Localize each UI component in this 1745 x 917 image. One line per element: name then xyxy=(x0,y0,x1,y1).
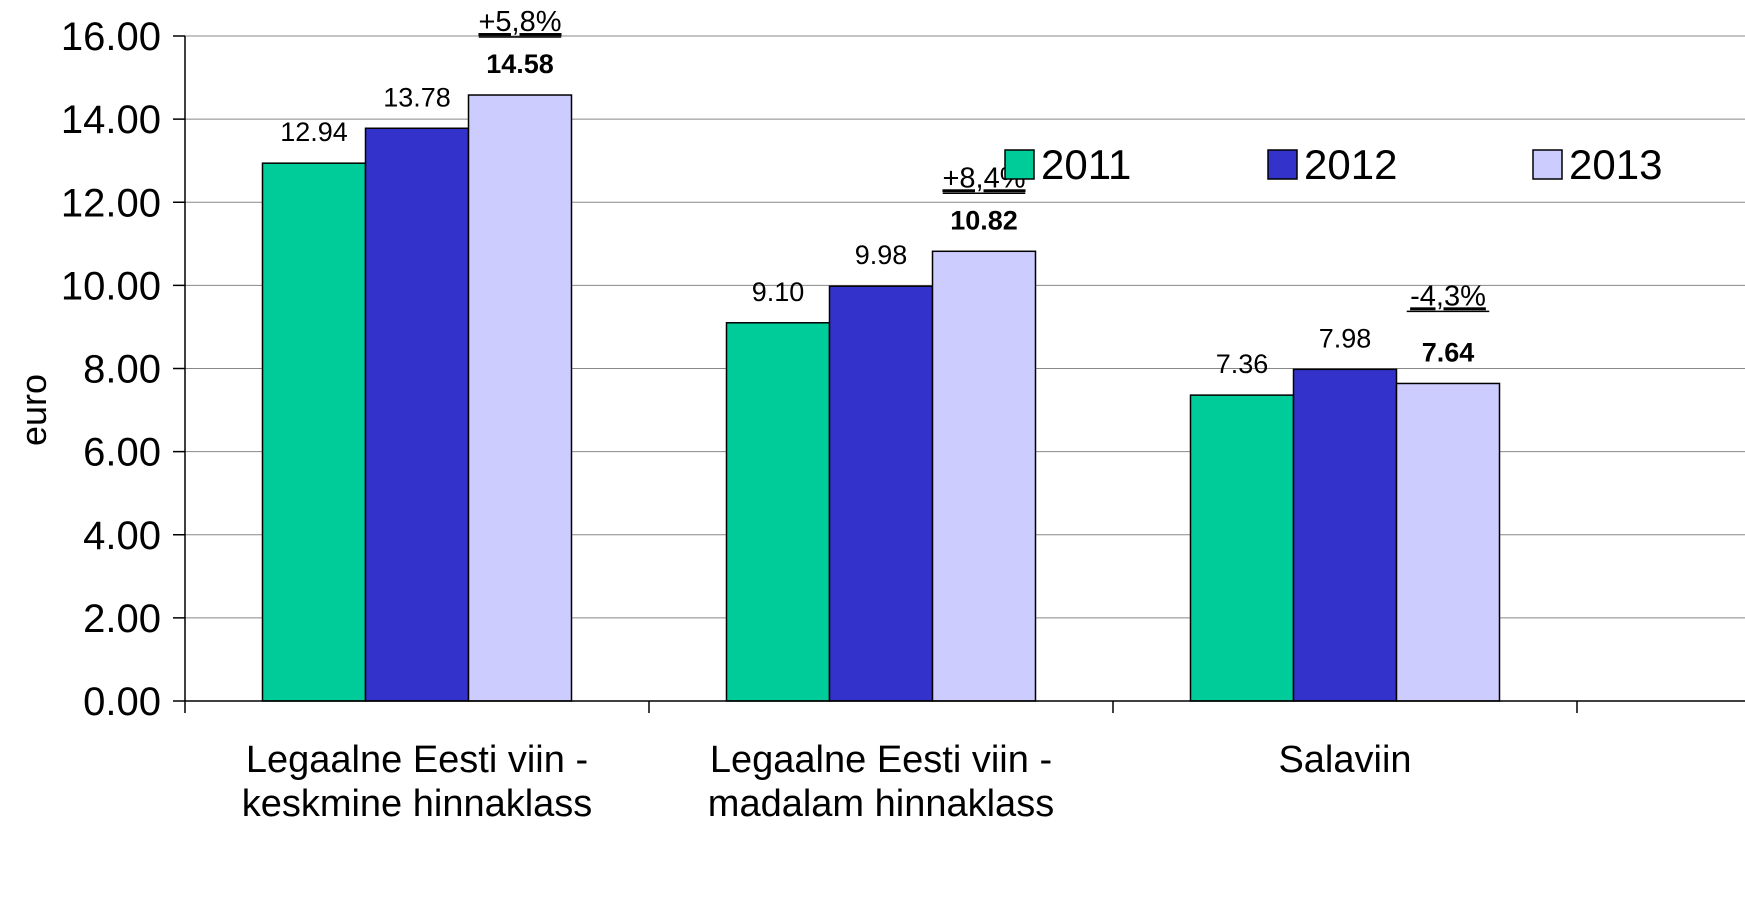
y-tick-label: 4.00 xyxy=(83,514,161,558)
data-label-2013: 10.82 xyxy=(950,205,1018,235)
legend: 2011 2012 2013 xyxy=(1004,141,1662,188)
data-label-2011: 9.10 xyxy=(752,277,805,307)
legend-label-2012: 2012 xyxy=(1304,141,1397,188)
bar-2011-1 xyxy=(261,162,367,702)
change-annotation: +5,8% xyxy=(478,6,561,38)
y-tick-label: 12.00 xyxy=(61,181,161,225)
data-labels: 12.9413.7814.58+5,8%9.109.9810.82+8,4%7.… xyxy=(280,6,1490,379)
data-label-2012: 7.98 xyxy=(1319,323,1372,353)
bar-2012-3 xyxy=(1292,368,1398,702)
bars xyxy=(261,94,1501,702)
bar-2013-2 xyxy=(931,250,1037,702)
data-label-2013: 14.58 xyxy=(486,49,554,79)
y-tick-label: 10.00 xyxy=(61,264,161,308)
x-category-label: madalam hinnaklass xyxy=(708,783,1054,825)
data-label-2012: 13.78 xyxy=(383,82,451,112)
x-category-label: Legaalne Eesti viin - xyxy=(710,739,1052,781)
data-label-2012: 9.98 xyxy=(855,240,908,270)
x-category-label: keskmine hinnaklass xyxy=(242,783,593,825)
y-tick-label: 14.00 xyxy=(61,98,161,142)
y-tick-label: 2.00 xyxy=(83,597,161,641)
legend-swatch-2011 xyxy=(1004,149,1035,180)
x-category-label: Legaalne Eesti viin - xyxy=(246,739,588,781)
legend-swatch-2012 xyxy=(1267,149,1298,180)
data-label-2011: 7.36 xyxy=(1216,349,1269,379)
bar-2011-3 xyxy=(1189,394,1295,702)
y-tick-label: 0.00 xyxy=(83,680,161,724)
legend-label-2011: 2011 xyxy=(1041,141,1131,188)
bar-2012-2 xyxy=(828,285,934,702)
axes: 0.00 2.00 4.00 6.00 8.00 10.00 12.00 14.00 16.00… xyxy=(61,15,1745,825)
y-axis-title: euro xyxy=(13,374,54,446)
y-tick-label: 16.00 xyxy=(61,15,161,59)
y-tick-label: 8.00 xyxy=(83,348,161,392)
y-tick-label: 6.00 xyxy=(83,431,161,475)
change-annotation: -4,3% xyxy=(1410,280,1486,312)
bar-2012-1 xyxy=(364,127,470,702)
x-category-label: Salaviin xyxy=(1278,739,1411,781)
bar-2011-2 xyxy=(725,322,831,702)
legend-swatch-2013 xyxy=(1532,149,1563,180)
bar-2013-3 xyxy=(1395,382,1501,702)
bar-2013-1 xyxy=(467,94,573,702)
data-label-2013: 7.64 xyxy=(1422,337,1475,367)
legend-label-2013: 2013 xyxy=(1569,141,1662,188)
data-label-2011: 12.94 xyxy=(280,117,348,147)
